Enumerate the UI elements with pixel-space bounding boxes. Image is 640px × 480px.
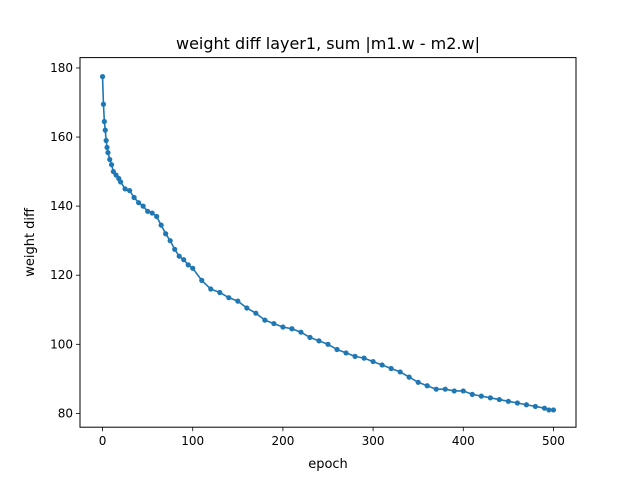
data-point: [307, 334, 313, 340]
data-point: [541, 405, 548, 411]
x-tick-label: 400: [452, 434, 475, 448]
series-layer: [99, 74, 557, 413]
data-point: [262, 317, 268, 323]
data-point: [190, 265, 196, 271]
data-point: [99, 74, 106, 80]
x-tick-label: 500: [542, 434, 565, 448]
data-point: [334, 346, 340, 353]
data-point: [176, 253, 182, 259]
data-point: [102, 127, 108, 133]
y-tick-label: 80: [58, 406, 73, 420]
data-point: [217, 289, 223, 296]
data-point: [478, 393, 484, 399]
data-point: [199, 277, 205, 283]
data-point: [104, 144, 110, 151]
data-point: [136, 200, 142, 206]
data-point: [352, 353, 358, 359]
ticks-layer: 0 100 200 300 400 500 80 100 120 140 160 180: [50, 61, 565, 448]
data-point: [185, 262, 191, 268]
data-point: [424, 383, 430, 389]
data-point: [117, 179, 124, 185]
data-point: [105, 149, 111, 156]
data-point: [271, 320, 277, 327]
data-point: [145, 208, 151, 214]
x-axis-label: epoch: [308, 457, 348, 472]
y-tick-label: 120: [50, 268, 73, 282]
data-point: [108, 162, 115, 168]
data-point: [343, 350, 349, 356]
data-point: [107, 156, 113, 163]
data-point: [298, 329, 304, 335]
data-point: [550, 407, 557, 413]
chart-title: weight diff layer1, sum |m1.w - m2.w|: [176, 34, 480, 53]
data-point: [505, 398, 511, 404]
data-point: [140, 203, 146, 209]
data-point: [172, 246, 178, 252]
data-point: [451, 388, 457, 394]
data-point: [149, 210, 155, 216]
data-point: [127, 187, 133, 194]
y-tick-label: 100: [50, 337, 73, 351]
data-point: [158, 222, 164, 228]
data-point: [487, 395, 493, 401]
data-point: [442, 386, 448, 392]
x-tick-label: 100: [181, 434, 204, 448]
x-tick-label: 300: [362, 434, 385, 448]
x-tick-label: 0: [99, 434, 107, 448]
data-point: [100, 101, 107, 107]
data-point: [163, 231, 169, 237]
data-point: [460, 388, 466, 394]
data-point: [122, 186, 128, 192]
data-point: [103, 137, 109, 144]
data-point: [208, 286, 214, 292]
y-tick-label: 140: [50, 199, 73, 213]
plot-frame: [79, 57, 577, 428]
data-point: [496, 396, 502, 403]
data-point: [244, 305, 250, 311]
x-tick-label: 200: [271, 434, 294, 448]
data-point: [415, 379, 421, 385]
data-point: [325, 341, 331, 347]
data-point: [101, 118, 107, 125]
data-point: [226, 295, 232, 301]
data-point: [289, 326, 295, 332]
data-point: [235, 298, 241, 304]
data-point: [379, 362, 385, 368]
y-axis-label: weight diff: [23, 207, 38, 277]
data-point: [523, 402, 530, 408]
data-point: [433, 386, 439, 392]
data-point: [253, 310, 259, 316]
plot-area: [80, 57, 576, 428]
data-point: [532, 403, 539, 410]
y-tick-label: 180: [50, 61, 73, 75]
data-point: [361, 355, 367, 361]
data-point: [280, 324, 286, 330]
data-point: [181, 257, 187, 263]
data-point: [546, 407, 552, 413]
data-point: [154, 213, 160, 220]
data-point: [316, 338, 322, 344]
data-point: [370, 358, 376, 365]
data-point: [388, 365, 394, 372]
data-point: [397, 369, 403, 375]
data-point: [167, 238, 173, 244]
data-point: [131, 194, 137, 201]
data-point: [469, 391, 475, 397]
y-tick-label: 160: [50, 130, 73, 144]
data-point: [406, 374, 412, 380]
data-point: [514, 400, 520, 406]
